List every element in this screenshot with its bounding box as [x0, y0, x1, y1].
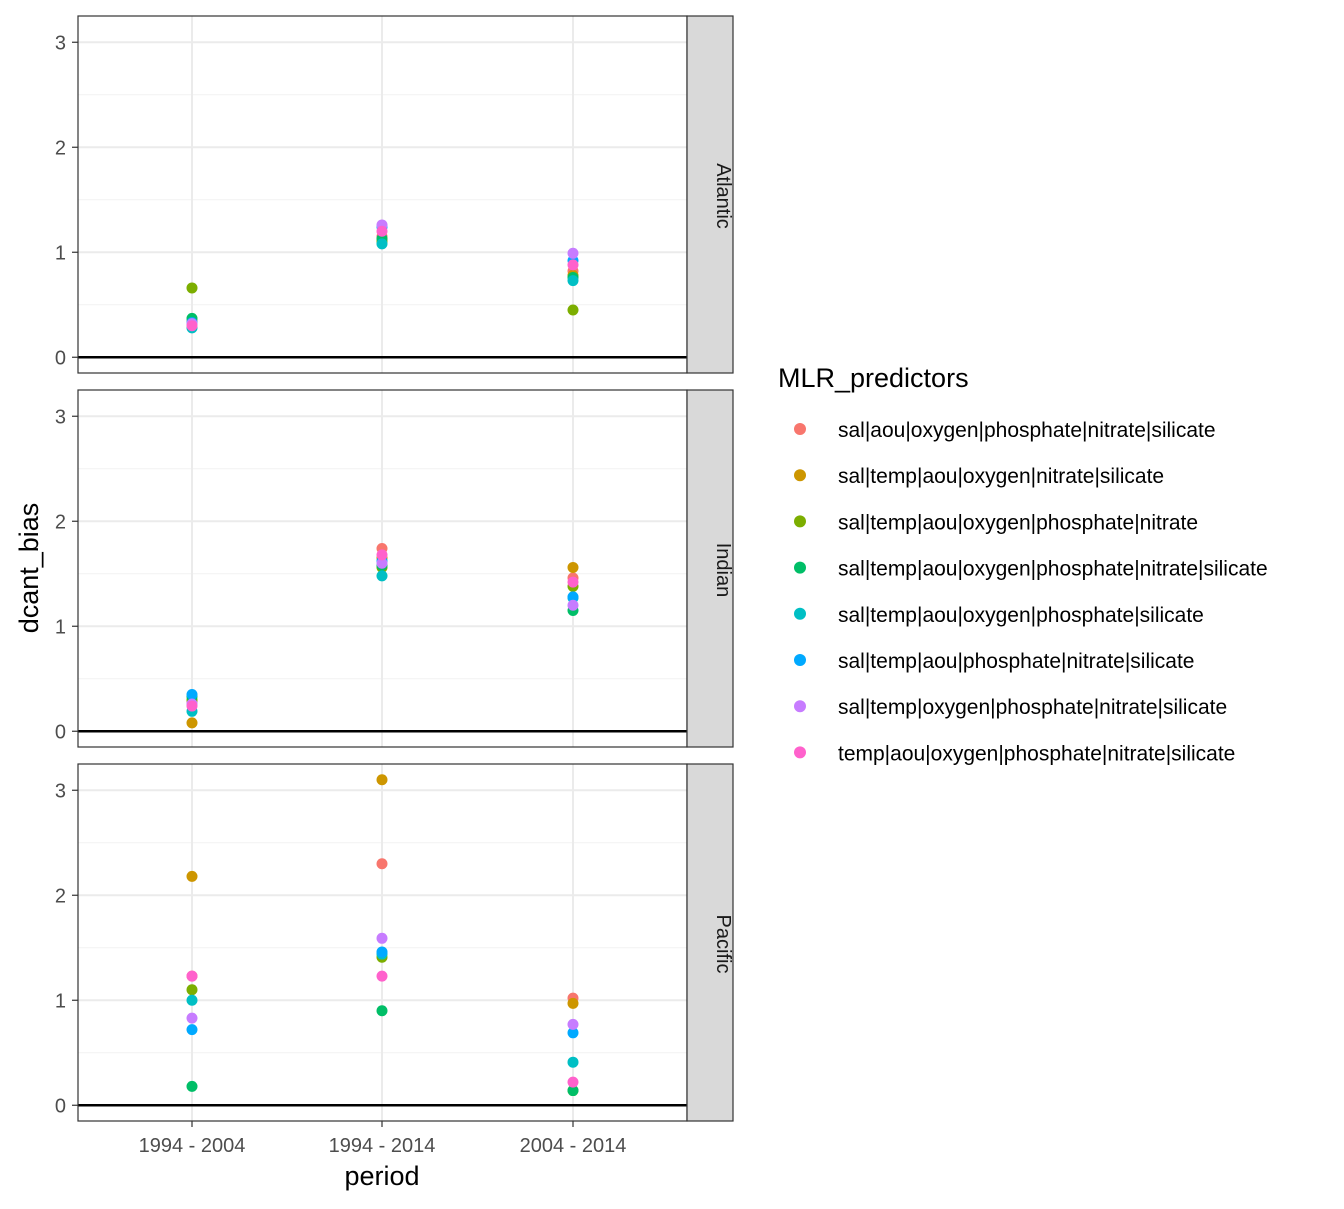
data-point — [376, 970, 388, 982]
legend-item: sal|temp|aou|oxygen|phosphate|nitrate|si… — [794, 558, 1268, 581]
y-tick-label: 3 — [55, 780, 66, 802]
facet-strip — [686, 389, 734, 748]
data-point — [567, 1085, 579, 1097]
data-point — [567, 576, 579, 588]
y-tick-label: 0 — [55, 347, 66, 369]
facet-strip — [686, 15, 734, 374]
x-tick-label: 1994 - 2004 — [139, 1135, 246, 1157]
legend-item: sal|temp|aou|oxygen|phosphate|nitrate — [794, 511, 1198, 534]
legend-label: temp|aou|oxygen|phosphate|nitrate|silica… — [838, 742, 1235, 765]
data-point — [567, 591, 579, 603]
facet-panel-atlantic: 0 1 2 3 Atlantic — [55, 15, 734, 374]
data-point — [186, 970, 198, 982]
facet-strip-label: Indian — [712, 543, 734, 598]
legend-key — [794, 561, 806, 574]
facet-panel-pacific: 0 1 2 3 Pacific — [55, 763, 734, 1122]
legend-label: sal|temp|oxygen|phosphate|nitrate|silica… — [838, 696, 1227, 719]
y-tick-label: 0 — [55, 1095, 66, 1117]
x-tick-label: 2004 - 2014 — [520, 1135, 627, 1157]
data-point — [567, 247, 579, 259]
legend-key — [794, 423, 806, 435]
data-point — [376, 858, 388, 870]
y-tick-label: 1 — [55, 990, 66, 1012]
legend-label: sal|temp|aou|oxygen|phosphate|silicate — [838, 604, 1204, 627]
data-point — [186, 717, 198, 729]
legend-label: sal|temp|aou|oxygen|phosphate|nitrate — [838, 511, 1198, 534]
data-point — [376, 570, 388, 582]
legend-key — [794, 746, 806, 759]
facet-panel-indian: 0 1 2 3 Indian — [55, 389, 734, 748]
data-point — [186, 1012, 198, 1024]
data-point — [567, 1018, 579, 1030]
legend-item: sal|temp|oxygen|phosphate|nitrate|silica… — [794, 696, 1227, 719]
legend-item: sal|temp|aou|oxygen|nitrate|silicate — [794, 465, 1164, 488]
data-point — [567, 275, 579, 287]
facet-strip — [686, 763, 734, 1122]
legend-label: sal|temp|aou|oxygen|nitrate|silicate — [838, 465, 1164, 488]
data-point — [186, 984, 198, 996]
y-tick-label: 0 — [55, 721, 66, 743]
y-tick-label: 2 — [55, 885, 66, 907]
data-point — [186, 1024, 198, 1036]
data-point — [186, 689, 198, 700]
y-tick-label: 2 — [55, 137, 66, 159]
data-point — [186, 1080, 198, 1092]
facet-strip-label: Pacific — [712, 915, 734, 974]
data-point — [186, 700, 198, 712]
legend-key — [794, 700, 806, 713]
legend-title: MLR_predictors — [778, 363, 969, 393]
data-point — [567, 1027, 579, 1039]
x-tick-label: 1994 - 2014 — [329, 1135, 436, 1157]
data-point — [567, 599, 579, 611]
y-tick-label: 2 — [55, 511, 66, 533]
legend-item: sal|temp|aou|phosphate|nitrate|silicate — [794, 650, 1195, 673]
y-tick-label: 1 — [55, 242, 66, 264]
legend-item: sal|temp|aou|oxygen|phosphate|silicate — [794, 604, 1204, 627]
y-axis-title: dcant_bias — [14, 503, 44, 634]
legend-label: sal|temp|aou|oxygen|phosphate|nitrate|si… — [838, 558, 1268, 581]
legend: MLR_predictors sal|aou|oxygen|phosphate|… — [778, 363, 1268, 765]
legend-label: sal|temp|aou|phosphate|nitrate|silicate — [838, 650, 1195, 673]
facet-panels: 0 1 2 3 Atlantic 0 1 2 3 Indian 0 1 2 3 Pacific — [55, 15, 734, 1122]
x-axis: 1994 - 2004 1994 - 2014 2004 - 2014 — [139, 1121, 627, 1157]
legend-item: temp|aou|oxygen|phosphate|nitrate|silica… — [794, 742, 1235, 765]
data-point — [186, 994, 198, 1006]
legend-key — [794, 607, 806, 620]
legend-key — [794, 515, 806, 528]
data-point — [186, 870, 198, 882]
x-axis-title: period — [344, 1161, 419, 1191]
data-point — [567, 997, 579, 1009]
data-point — [376, 225, 388, 237]
data-point — [186, 320, 198, 332]
data-point — [376, 946, 388, 958]
y-tick-label: 3 — [55, 32, 66, 54]
data-point — [376, 1005, 388, 1017]
y-tick-label: 3 — [55, 406, 66, 428]
data-point — [376, 932, 388, 944]
data-point — [567, 1056, 579, 1068]
data-point — [376, 238, 388, 250]
y-tick-label: 1 — [55, 616, 66, 638]
data-point — [567, 1076, 579, 1088]
data-point — [567, 259, 579, 271]
data-point — [376, 557, 388, 569]
data-point — [376, 774, 388, 786]
facet-strip-label: Atlantic — [712, 163, 734, 229]
legend-key — [794, 469, 806, 482]
legend-label: sal|aou|oxygen|phosphate|nitrate|silicat… — [838, 419, 1216, 442]
data-point — [567, 304, 579, 316]
legend-item: sal|aou|oxygen|phosphate|nitrate|silicat… — [794, 419, 1216, 442]
data-point — [567, 561, 579, 573]
data-point — [376, 549, 388, 561]
legend-key — [794, 654, 806, 666]
data-point — [186, 282, 198, 294]
